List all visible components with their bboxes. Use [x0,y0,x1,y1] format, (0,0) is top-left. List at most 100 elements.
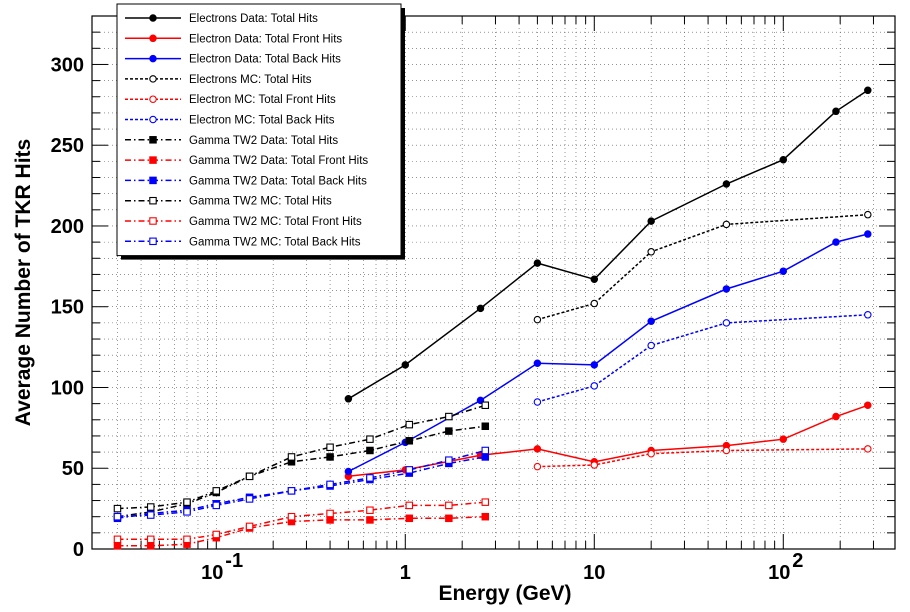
data-point [326,480,334,489]
data-point [722,180,731,188]
legend-label: Gamma TW2 MC: Total Hits [189,196,332,208]
y-tick-label: 50 [62,458,84,480]
data-point [722,319,731,327]
data-point [326,509,334,518]
legend-marker [149,156,157,164]
legend-entry: Gamma TW2 Data: Total Back Hits [125,175,367,187]
legend-box [116,3,402,257]
x-tick-exponent: -1 [225,550,243,572]
data-point [366,446,374,455]
series-group [113,86,872,550]
series-1 [344,86,872,403]
data-point [533,315,542,324]
data-point [832,107,840,116]
data-point [245,472,254,481]
data-point [405,420,414,429]
legend-label: Electrons MC: Total Hits [189,74,312,86]
data-point [287,453,296,461]
x-tick-labels: 10-11 10 102 [201,550,803,584]
data-point [445,501,453,510]
data-point [647,449,655,458]
legend-entry: Electrons Data: Total Hits [125,13,318,25]
x-tick-label: 1 [400,562,411,584]
data-point [326,516,334,524]
data-point [326,443,334,451]
legend-marker [149,115,157,124]
y-tick-label: 100 [51,377,84,399]
legend-entry: Electron Data: Total Back Hits [125,54,341,66]
data-point [401,361,410,369]
data-point [113,542,122,550]
legend-label: Gamma TW2 MC: Total Back Hits [189,236,361,248]
legend-entry: Electrons MC: Total Hits [125,74,312,86]
data-point [113,504,122,513]
data-point [779,267,788,275]
data-point [366,516,374,524]
legend-entry: Gamma TW2 Data: Total Hits [125,135,338,147]
series-10 [113,401,490,513]
data-point [245,522,254,531]
x-tick-label: 10 [583,562,605,584]
data-point [366,435,374,443]
legend-label: Gamma TW2 Data: Total Front Hits [189,155,368,167]
series-line [117,425,486,518]
data-point [212,501,221,510]
data-point [590,275,599,284]
series-line [537,448,868,468]
series-line [348,89,869,400]
data-point [212,530,221,539]
data-point [146,503,155,511]
data-point [533,445,542,453]
data-point [445,412,453,421]
legend-label: Electron MC: Total Front Hits [189,94,336,106]
data-point [113,512,122,521]
y-tick-label: 0 [73,539,84,561]
grid [92,15,895,550]
legend-entry: Gamma TW2 MC: Total Back Hits [125,236,361,248]
data-point [405,501,414,510]
data-point [366,506,374,514]
data-point [533,359,542,368]
data-point [864,230,872,238]
data-point [183,508,191,516]
data-point [647,248,655,256]
data-point [344,395,353,403]
legend-marker [149,34,157,43]
x-tick-label: 10 [201,562,223,584]
series-line [537,314,868,403]
legend-marker [149,54,157,63]
data-point [326,453,334,461]
series-4 [533,210,872,324]
data-point [481,401,490,410]
series-line [537,213,868,321]
series-3 [344,230,872,476]
data-point [287,487,296,495]
data-point [481,498,490,506]
legend-marker [149,14,157,22]
x-tick-label: 10 [768,562,790,584]
legend-marker [149,75,157,83]
data-point [722,446,731,455]
y-tick-label: 150 [51,297,84,319]
data-point [864,311,872,319]
data-point [779,435,788,443]
y-tick-label: 200 [51,216,84,238]
legend-label: Gamma TW2 MC: Total Front Hits [189,216,362,228]
series-line [348,404,869,478]
legend-marker [149,95,157,103]
legend-label: Gamma TW2 Data: Total Back Hits [189,175,367,187]
data-point [864,401,872,410]
legend-marker [149,237,157,246]
data-point [481,446,490,455]
data-point [113,535,122,544]
series-line [348,233,868,473]
legend-label: Electrons Data: Total Hits [189,13,318,25]
plot-frame [91,15,896,550]
legend-entry: Gamma TW2 MC: Total Front Hits [125,216,362,228]
legend-label: Gamma TW2 Data: Total Hits [189,135,338,147]
data-point [864,86,872,95]
data-point [590,382,599,390]
data-point [481,422,490,430]
legend-entry: Electron MC: Total Back Hits [125,115,335,127]
